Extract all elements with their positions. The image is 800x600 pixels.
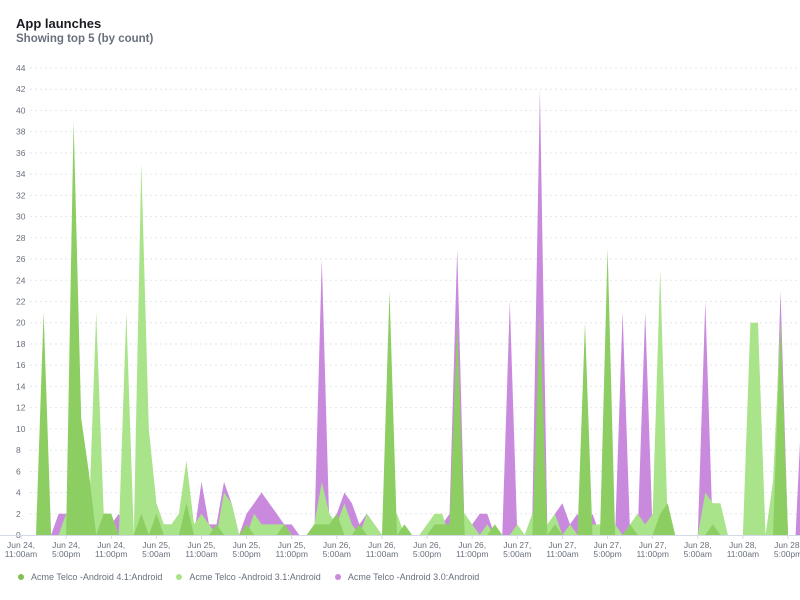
- y-tick-label: 28: [16, 233, 26, 243]
- x-tick-label: Jun 28,: [774, 540, 800, 550]
- x-tick-label: Jun 25,: [233, 540, 261, 550]
- x-tick-label: Jun 28,: [684, 540, 712, 550]
- y-tick-label: 30: [16, 212, 26, 222]
- x-tick-label: 5:00am: [503, 549, 531, 559]
- x-tick-label: 5:00pm: [413, 549, 441, 559]
- series-area: [21, 121, 800, 535]
- legend-label: Acme Telco -Android 3.0:Android: [347, 572, 480, 582]
- x-tick-label: Jun 26,: [413, 540, 441, 550]
- y-tick-label: 44: [16, 63, 26, 73]
- y-tick-label: 2: [16, 509, 21, 519]
- legend: Acme Telco -Android 4.1:Android Acme Tel…: [18, 572, 479, 582]
- legend-dot-icon: [176, 574, 183, 580]
- y-tick-label: 32: [16, 190, 26, 200]
- y-tick-label: 12: [16, 403, 26, 413]
- y-tick-label: 16: [16, 360, 26, 370]
- x-tick-label: Jun 24,: [52, 540, 80, 550]
- y-tick-label: 4: [16, 488, 21, 498]
- chart-subtitle: Showing top 5 (by count): [16, 33, 154, 45]
- x-tick-label: Jun 26,: [458, 540, 486, 550]
- y-tick-label: 20: [16, 318, 26, 328]
- y-tick-label: 22: [16, 297, 26, 307]
- y-tick-label: 8: [16, 445, 21, 455]
- legend-dot-icon: [334, 574, 341, 580]
- y-tick-label: 26: [16, 254, 26, 264]
- x-tick-label: 11:00am: [546, 549, 578, 559]
- x-tick-label: 5:00pm: [593, 549, 621, 559]
- legend-item-android-4-1[interactable]: Acme Telco -Android 4.1:Android: [18, 572, 162, 582]
- x-tick-label: Jun 27,: [639, 540, 667, 550]
- x-tick-label: Jun 27,: [594, 540, 622, 550]
- x-tick-label: 11:00pm: [95, 549, 127, 559]
- x-tick-label: 5:00am: [684, 549, 712, 559]
- x-tick-label: 5:00pm: [774, 549, 800, 559]
- legend-label: Acme Telco -Android 3.1:Android: [189, 572, 321, 582]
- y-tick-label: 10: [16, 424, 26, 434]
- x-tick-label: Jun 27,: [503, 540, 531, 550]
- x-tick-label: 5:00pm: [232, 549, 260, 559]
- y-tick-label: 24: [16, 275, 26, 285]
- x-tick-label: Jun 26,: [323, 540, 351, 550]
- x-tick-label: Jun 24,: [7, 540, 35, 550]
- x-tick-label: 5:00pm: [52, 549, 80, 559]
- legend-dot-icon: [18, 574, 24, 580]
- x-tick-label: 11:00pm: [636, 549, 668, 559]
- x-tick-label: 11:00am: [185, 549, 217, 559]
- legend-item-android-3-1[interactable]: Acme Telco -Android 3.1:Android: [176, 572, 321, 582]
- chart-title: App launches: [16, 16, 102, 31]
- legend-item-android-3-0[interactable]: Acme Telco -Android 3.0:Android: [334, 572, 480, 582]
- x-tick-label: 11:00pm: [456, 549, 488, 559]
- y-tick-label: 34: [16, 169, 26, 179]
- y-tick-label: 14: [16, 381, 26, 391]
- x-tick-label: 11:00am: [727, 549, 759, 559]
- x-tick-label: Jun 25,: [278, 540, 306, 550]
- area-chart: 0246810121416182022242628303234363840424…: [0, 63, 800, 559]
- y-tick-label: 40: [16, 105, 26, 115]
- x-tick-label: 11:00am: [5, 549, 37, 559]
- x-tick-label: Jun 26,: [368, 540, 396, 550]
- x-tick-label: 5:00am: [323, 549, 351, 559]
- x-tick-label: 11:00pm: [275, 549, 307, 559]
- y-tick-label: 36: [16, 148, 26, 158]
- legend-label: Acme Telco -Android 4.1:Android: [31, 572, 163, 582]
- series-area: [21, 163, 800, 535]
- x-tick-label: Jun 25,: [142, 540, 170, 550]
- y-tick-label: 18: [16, 339, 26, 349]
- x-tick-label: Jun 27,: [548, 540, 576, 550]
- y-tick-label: 6: [16, 466, 21, 476]
- x-tick-label: Jun 25,: [188, 540, 216, 550]
- y-tick-label: 38: [16, 127, 26, 137]
- y-tick-label: 42: [16, 84, 26, 94]
- x-tick-label: Jun 24,: [97, 540, 125, 550]
- x-tick-label: Jun 28,: [729, 540, 757, 550]
- x-tick-label: 5:00am: [142, 549, 170, 559]
- x-tick-label: 11:00am: [366, 549, 398, 559]
